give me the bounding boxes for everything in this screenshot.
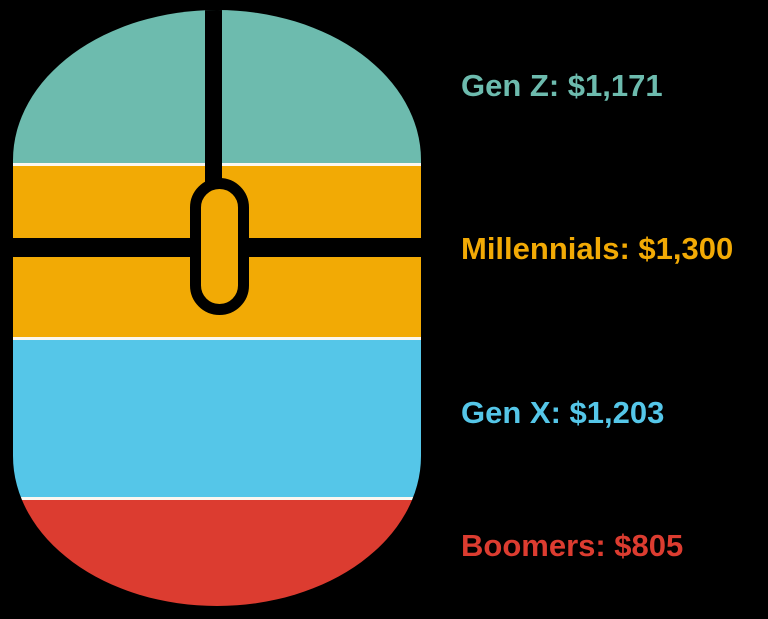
band-separator xyxy=(13,497,421,501)
mouse-band-gen-x xyxy=(13,339,421,498)
mouse-band-boomers xyxy=(13,500,421,606)
mouse-graphic xyxy=(13,10,421,606)
label-gen-x: Gen X: $1,203 xyxy=(461,395,665,430)
mouse-button-divider-vertical xyxy=(205,10,222,182)
label-boomers: Boomers: $805 xyxy=(461,528,684,563)
band-separator xyxy=(13,336,421,340)
label-gen-z: Gen Z: $1,171 xyxy=(461,68,663,103)
label-millennials: Millennials: $1,300 xyxy=(461,231,734,266)
mouse-scroll-wheel-icon xyxy=(190,178,249,315)
